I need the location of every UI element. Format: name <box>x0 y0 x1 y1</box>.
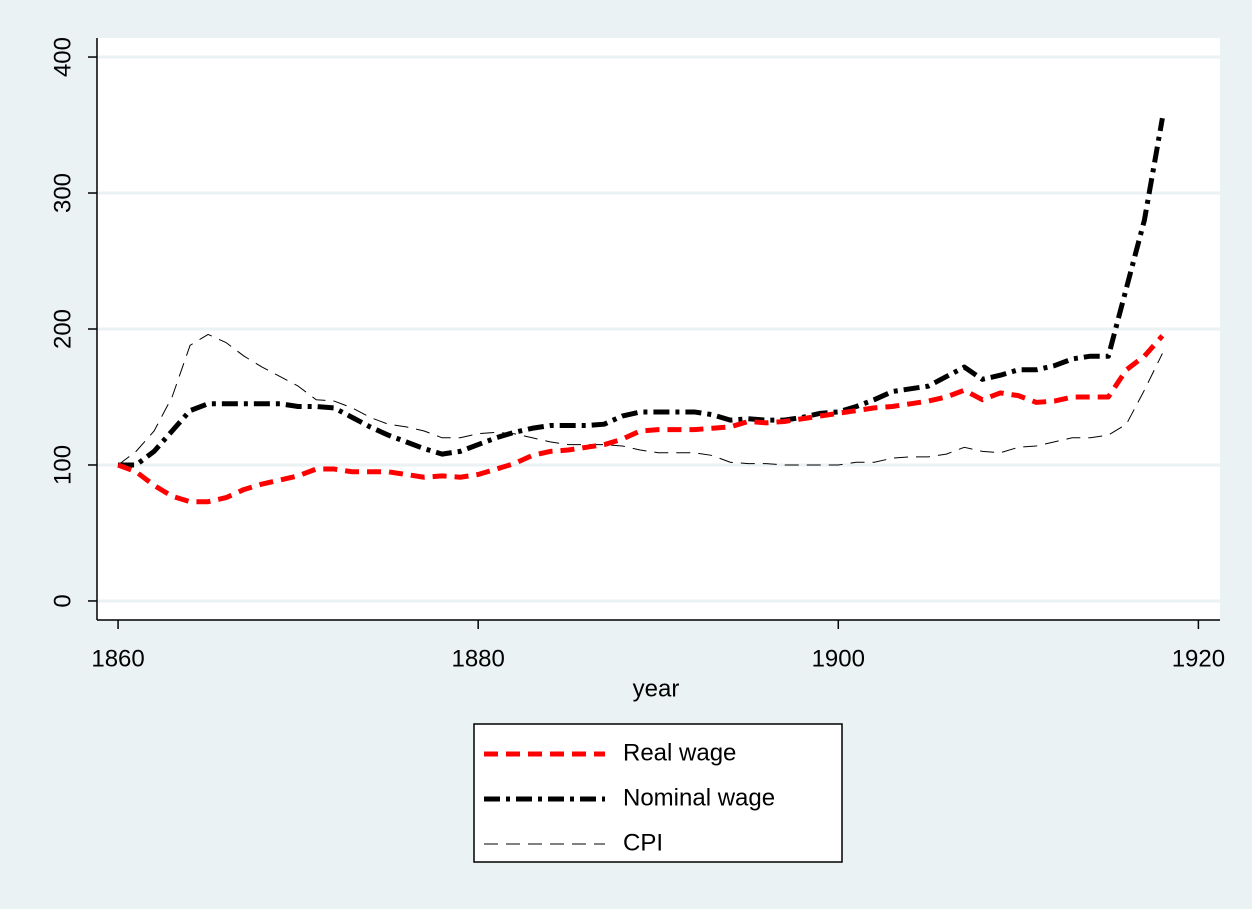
y-tick-label: 400 <box>49 37 76 77</box>
y-tick-label: 0 <box>49 594 76 607</box>
y-tick-label: 300 <box>49 173 76 213</box>
line-series <box>117 334 1165 505</box>
x-tick-label: 1880 <box>451 645 504 672</box>
legend-label: Nominal wage <box>623 784 775 811</box>
y-tick-label: 100 <box>49 445 76 485</box>
y-tick-label: 200 <box>49 309 76 349</box>
x-tick-label: 1860 <box>91 645 144 672</box>
x-tick-label: 1920 <box>1172 645 1225 672</box>
legend-label: CPI <box>623 829 663 856</box>
x-axis-label: year <box>633 675 680 702</box>
line-series <box>117 333 1163 466</box>
line-series <box>118 117 1165 468</box>
legend <box>473 723 843 863</box>
x-tick-label: 1900 <box>812 645 865 672</box>
legend-label: Real wage <box>623 739 736 766</box>
